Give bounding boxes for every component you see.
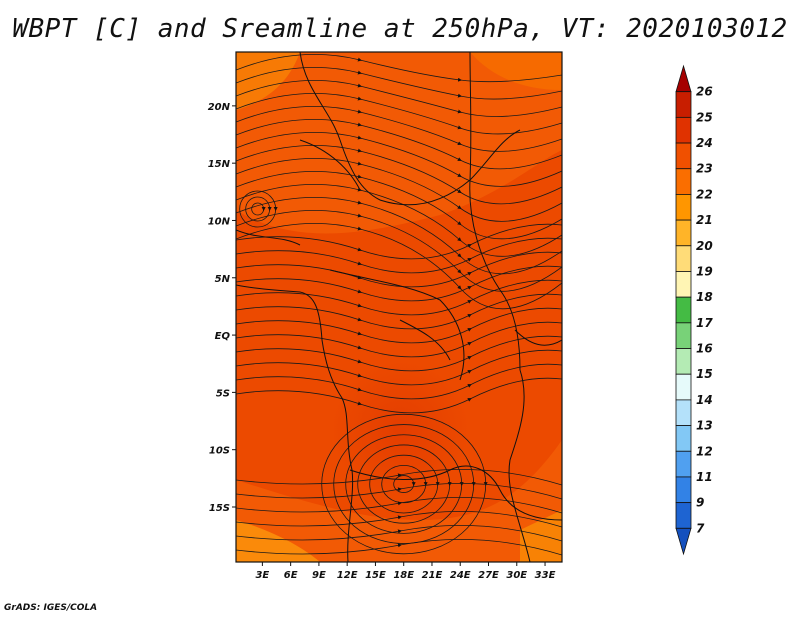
- coastline-west: [236, 284, 354, 562]
- colorbar-label: 7: [696, 521, 705, 535]
- colorbar-swatch: [675, 296, 692, 324]
- y-tick-label: 5N: [215, 274, 231, 285]
- colorbar-swatch: [675, 142, 692, 170]
- colorbar-swatch: [675, 476, 692, 504]
- field-core: [330, 360, 470, 500]
- colorbar-label: 14: [696, 393, 713, 407]
- field-cool-se: [520, 510, 562, 562]
- x-tick-label: 33E: [535, 570, 556, 581]
- colorbar-label: 18: [696, 290, 713, 304]
- colorbar-swatch: [675, 116, 692, 144]
- y-tick-label: EQ: [215, 331, 231, 342]
- colorbar-label: 26: [696, 85, 713, 99]
- grads-credit: GrADS: IGES/COLA: [4, 603, 98, 613]
- streamline: [236, 538, 562, 556]
- colorbar-label: 13: [696, 419, 713, 433]
- x-tick-label: 15E: [365, 570, 386, 581]
- streamlines: [236, 54, 562, 556]
- border-misc: [236, 139, 451, 361]
- border-south: [349, 465, 562, 521]
- colorbar-label: 16: [696, 342, 713, 356]
- streamline: [333, 424, 476, 544]
- colorbar-swatch: [675, 271, 692, 298]
- colorbar-label: 25: [696, 110, 713, 124]
- y-tick-label: 15N: [208, 159, 231, 170]
- colorbar-swatch: [675, 168, 692, 195]
- colorbar-swatch: [675, 91, 692, 118]
- border-central: [329, 269, 465, 381]
- colorbar-swatch: [675, 245, 692, 272]
- y-tick-label: 10S: [209, 446, 230, 457]
- x-tick-label: 27E: [478, 570, 499, 581]
- field-cool-nw: [236, 52, 300, 110]
- y-tick-label: 5S: [216, 388, 230, 399]
- y-axis: 20N 15N 10N 5N EQ 5S 10S 15S: [208, 102, 236, 514]
- streamline: [236, 524, 562, 542]
- streamline: [381, 464, 428, 504]
- colorbar-label: 15: [696, 367, 713, 381]
- streamline: [251, 202, 266, 216]
- x-tick-label: 18E: [393, 570, 414, 581]
- colorbar-label: 22: [696, 187, 713, 201]
- streamline: [236, 482, 562, 500]
- colorbar: 26 25 24 23 22 21 20 19 18 17 16 15 14 13 12 11 9 7: [675, 64, 713, 556]
- colorbar-swatch: [675, 219, 692, 247]
- y-tick-label: 10N: [208, 216, 231, 227]
- streamline: [357, 444, 452, 524]
- y-tick-label: 20N: [208, 102, 231, 113]
- streamline: [236, 510, 562, 528]
- x-tick-label: 6E: [284, 570, 298, 581]
- border-east: [469, 52, 521, 371]
- x-axis: 3E 6E 9E 12E 15E 18E 21E 24E 27E 30E 33E: [255, 562, 556, 581]
- colorbar-swatch: [675, 399, 692, 426]
- colorbar-label: 21: [696, 213, 713, 227]
- streamline: [236, 496, 562, 514]
- colorbar-label: 17: [696, 316, 713, 330]
- colorbar-label: 24: [696, 136, 713, 150]
- colorbar-swatch: [675, 502, 692, 529]
- colorbar-swatch: [675, 527, 692, 556]
- colorbar-swatch: [675, 373, 692, 401]
- x-tick-label: 12E: [337, 570, 358, 581]
- colorbar-label: 11: [696, 470, 713, 484]
- colorbar-swatch: [675, 425, 692, 452]
- colorbar-swatch: [675, 348, 692, 375]
- streamline: [239, 190, 278, 228]
- colorbar-swatch: [675, 450, 692, 478]
- border-north-1: [299, 52, 381, 201]
- x-tick-label: 24E: [450, 570, 471, 581]
- x-tick-label: 30E: [506, 570, 527, 581]
- colorbar-label: 9: [696, 496, 704, 510]
- country-borders: [236, 52, 562, 562]
- map-frame: [235, 51, 563, 563]
- colorbar-label: 20: [696, 239, 713, 253]
- streamline: [236, 223, 562, 310]
- y-tick-label: 15S: [209, 503, 230, 514]
- streamline: [245, 196, 272, 222]
- field-cool-sw: [236, 520, 320, 562]
- colorbar-label: 23: [696, 162, 713, 176]
- field-cool-ne: [470, 52, 562, 90]
- streamline: [236, 377, 562, 414]
- x-tick-label: 3E: [255, 570, 269, 581]
- streamline: [236, 468, 562, 486]
- x-tick-label: 9E: [312, 570, 326, 581]
- x-tick-label: 21E: [422, 570, 443, 581]
- colorbar-swatch: [675, 322, 692, 349]
- colorbar-swatch: [675, 194, 692, 221]
- coastline-east: [508, 329, 562, 562]
- streamline: [345, 434, 464, 534]
- colorbar-label: 19: [696, 264, 713, 278]
- colorbar-swatch: [675, 64, 692, 93]
- map-area: [236, 52, 562, 562]
- colorbar-label: 12: [696, 444, 713, 458]
- chart-title: WBPT [C] and Sreamline at 250hPa, VT: 20…: [12, 14, 788, 44]
